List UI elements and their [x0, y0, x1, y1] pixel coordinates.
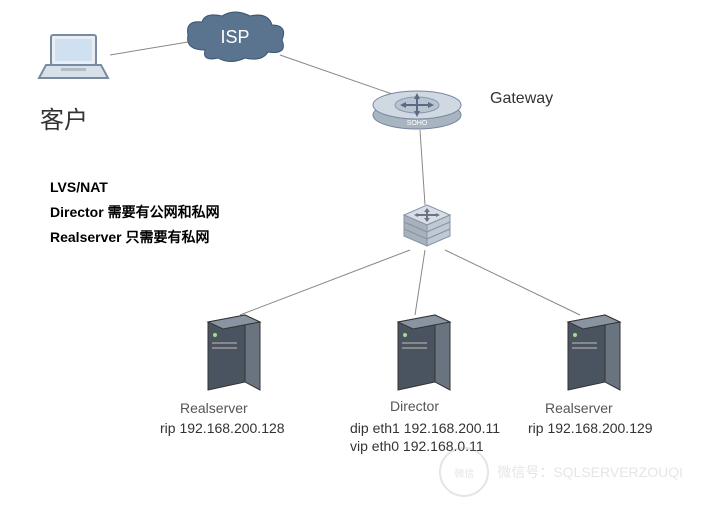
switch-stack — [400, 200, 455, 260]
server3-rip: rip 192.168.200.129 — [528, 420, 653, 436]
gateway-router: SOHO — [370, 75, 465, 140]
watermark: 微信 微信号：SQLSERVERZOUQI — [439, 447, 683, 497]
watermark-icon: 微信 — [439, 447, 489, 497]
config-line-2: Director 需要有公网和私网 — [50, 200, 220, 225]
isp-cloud: ISP — [180, 10, 290, 75]
config-block: LVS/NAT Director 需要有公网和私网 Realserver 只需要… — [50, 175, 220, 251]
server1-rip: rip 192.168.200.128 — [160, 420, 285, 436]
config-line-1: LVS/NAT — [50, 175, 220, 200]
svg-text:ISP: ISP — [220, 27, 249, 47]
server1-label: Realserver — [180, 400, 248, 416]
server2-dip: dip eth1 192.168.200.11 — [350, 420, 500, 436]
laptop-label: 客户 — [40, 100, 88, 135]
server3-label: Realserver — [545, 400, 613, 416]
server-director — [390, 310, 460, 405]
laptop-client — [36, 30, 116, 95]
server-realserver-2 — [560, 310, 630, 405]
config-line-3: Realserver 只需要有私网 — [50, 225, 220, 250]
server-realserver-1 — [200, 310, 270, 405]
server2-label: Director — [390, 398, 439, 414]
gateway-label: Gateway — [490, 90, 553, 108]
watermark-text: 微信号：SQLSERVERZOUQI — [497, 462, 683, 482]
svg-text:SOHO: SOHO — [407, 120, 428, 127]
